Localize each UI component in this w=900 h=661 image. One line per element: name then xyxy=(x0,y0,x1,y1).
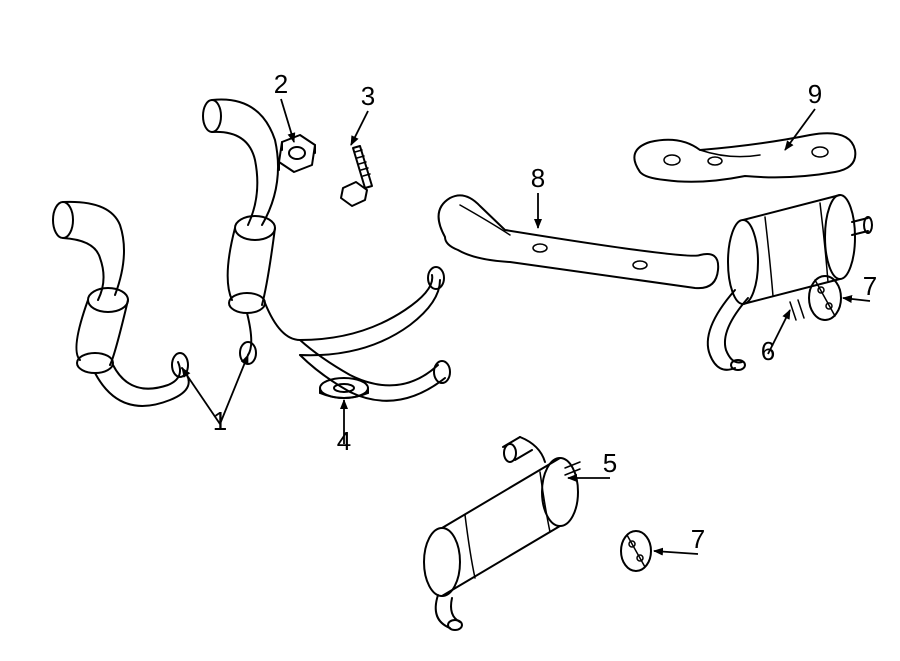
callout-number-6: 6 xyxy=(761,336,775,366)
callout-number-1: 1 xyxy=(213,406,227,436)
callout-number-3: 3 xyxy=(361,81,375,111)
nut xyxy=(279,135,315,172)
callout-number-2: 2 xyxy=(274,69,288,99)
heat-shield-rear xyxy=(634,133,855,181)
leader-line xyxy=(785,109,815,150)
exhaust-diagram: 1 2 3 4 5 6 7 7 8 9 xyxy=(0,0,900,661)
callout-number-8: 8 xyxy=(531,163,545,193)
callout-number-7: 7 xyxy=(691,524,705,554)
center-muffler xyxy=(424,437,580,630)
converter-and-pipe xyxy=(53,100,450,406)
bolt xyxy=(341,146,372,206)
leader-line xyxy=(281,99,294,142)
callout-number-7: 7 xyxy=(863,271,877,301)
callout-number-9: 9 xyxy=(808,79,822,109)
callout-number-4: 4 xyxy=(337,426,351,456)
heat-shield-center xyxy=(439,195,719,288)
rear-muffler xyxy=(708,195,872,370)
leader-line xyxy=(351,111,368,145)
hanger-insulator-2 xyxy=(621,531,651,571)
callout-number-5: 5 xyxy=(603,448,617,478)
